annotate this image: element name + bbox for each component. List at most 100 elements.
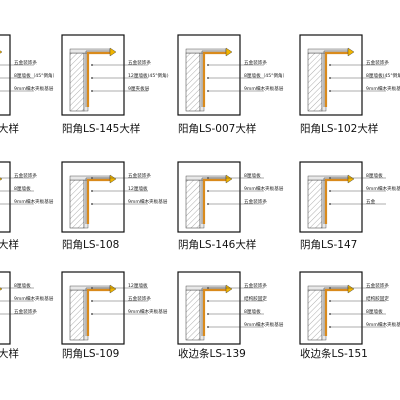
detail-title: 阳角LS-102大样: [300, 122, 378, 135]
trim-tip: [109, 284, 117, 294]
leader-dot: [91, 177, 93, 179]
leader-dot: [329, 203, 331, 205]
trim-tip: [347, 174, 355, 184]
annotation: 9mm细木夹板基层: [14, 295, 54, 302]
leader-dot: [91, 203, 93, 205]
detail-frame: [177, 271, 241, 345]
detail-title: 阴角LS-146大样: [178, 238, 256, 251]
detail: 8厘墙板 9mm细木夹板基层五金阴角LS-147: [299, 161, 400, 251]
detail-title: 阳角LS-108: [62, 239, 119, 251]
leader-dot: [329, 300, 331, 302]
annotation: 8厘墙板（45°倒角）: [14, 72, 57, 79]
leader-dot: [207, 326, 209, 328]
metal-trim: [324, 288, 350, 336]
annotation: 五金装饰条: [244, 198, 267, 205]
wall-section: [69, 289, 85, 341]
wall-section: [307, 179, 323, 229]
leader-dot: [329, 313, 331, 315]
annotation: 8厘墙板: [244, 308, 261, 315]
wall-section: [307, 289, 323, 341]
annotation: 9mm细木夹板基层: [366, 321, 400, 328]
annotation: 五金: [366, 198, 376, 205]
annotation: 结构胶固定: [366, 295, 389, 302]
leader-dot: [91, 90, 93, 92]
leader-dot: [329, 90, 331, 92]
annotation: 8厘墙板（45°倒角）: [244, 72, 287, 79]
detail-frame: [177, 34, 241, 116]
annotation: 五金装饰条: [244, 282, 267, 289]
leader-dot: [329, 190, 331, 192]
metal-trim: [324, 178, 350, 224]
metal-trim-edge: [323, 50, 350, 107]
detail-frame: [61, 34, 125, 116]
trim-tip: [225, 284, 233, 294]
leader-dot: [207, 313, 209, 315]
trim-tip: [347, 284, 355, 294]
trim-tip: [109, 174, 117, 184]
trim-tip: [0, 50, 3, 54]
wall-section: [185, 289, 201, 341]
detail-title: 阴角LS-147: [300, 239, 357, 251]
wall-section: [185, 179, 201, 229]
detail-title: 阴角LS-109: [62, 348, 119, 360]
leader-dot: [329, 77, 331, 79]
detail-frame: [0, 161, 11, 233]
annotation: 五金装饰条: [14, 172, 37, 179]
annotation: 8厘墙板: [366, 308, 383, 315]
annotation: 8厘墙板: [366, 172, 383, 179]
annotation: 12厘墙板: [128, 185, 148, 192]
annotation: 五金装饰条: [128, 172, 151, 179]
leader-dot: [207, 177, 209, 179]
detail-title: 阳角LS-145大样: [62, 122, 140, 135]
detail-frame: [0, 34, 11, 116]
metal-trim: [324, 51, 350, 107]
leader-dot: [207, 300, 209, 302]
annotation: 9mm细木夹板基层: [128, 308, 168, 315]
annotation: 8厘墙板: [14, 282, 31, 289]
metal-trim: [202, 178, 228, 224]
annotation: 8厘墙板: [14, 185, 31, 192]
wall-section: [69, 179, 85, 229]
annotation: 9mm细木夹板基层: [14, 85, 54, 92]
metal-trim: [202, 288, 228, 336]
annotation: 五金装饰条: [366, 282, 389, 289]
leader-dot: [207, 90, 209, 92]
metal-trim: [86, 51, 112, 107]
annotation: 9厘夹板层: [128, 85, 150, 92]
annotation: 五金装饰条: [128, 295, 151, 302]
annotation: 8厘墙板: [244, 172, 261, 179]
annotation: 12厘墙板(45°倒角): [128, 72, 169, 79]
leader-dot: [207, 203, 209, 205]
annotation: 9mm细木夹板基层: [244, 185, 284, 192]
trim-tip: [109, 47, 117, 57]
wall-section: [69, 52, 85, 112]
leader-dot: [91, 287, 93, 289]
leader-dot: [329, 326, 331, 328]
trim-tip: [0, 287, 3, 291]
trim-tip: [0, 177, 3, 181]
detail-title: 大样: [0, 347, 19, 360]
leader-dot: [329, 287, 331, 289]
annotation: 结构胶固定: [244, 295, 267, 302]
detail-frame: [61, 271, 125, 345]
annotation: 9mm细木夹板基层: [128, 198, 168, 205]
detail-frame: [299, 271, 363, 345]
leader-dot: [91, 313, 93, 315]
leader-dot: [329, 64, 331, 66]
metal-trim: [86, 178, 112, 224]
detail-frame: [299, 34, 363, 116]
annotation: 9mm细木夹板基层: [366, 85, 400, 92]
leader-dot: [329, 177, 331, 179]
detail-frame: [0, 271, 11, 345]
leader-dot: [91, 64, 93, 66]
